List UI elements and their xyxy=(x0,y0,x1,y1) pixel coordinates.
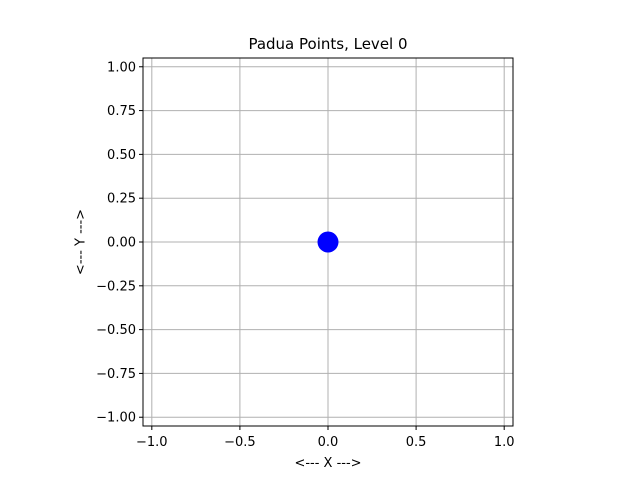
y-tick-label: 0.00 xyxy=(107,236,136,251)
y-tick-label: −0.75 xyxy=(96,367,136,382)
x-tick-label: 0.5 xyxy=(406,435,427,450)
y-tick-label: −1.00 xyxy=(96,411,136,426)
x-tick-label: 1.0 xyxy=(494,435,515,450)
y-tick-label: −0.25 xyxy=(96,279,136,294)
y-tick-label: 0.50 xyxy=(107,148,136,163)
x-axis-label: <--- X ---> xyxy=(294,456,361,471)
y-tick-label: 0.25 xyxy=(107,192,136,207)
y-axis-label: <--- Y ---> xyxy=(74,209,89,275)
x-tick-label: 0.0 xyxy=(318,435,339,450)
axis-ticks: −1.0 −0.5 0.0 0.5 1.0 1.00 0.75 0.50 0.25 0.00 −0.… xyxy=(96,60,514,450)
y-tick-label: 0.75 xyxy=(107,104,136,119)
x-tick-label: −1.0 xyxy=(136,435,168,450)
chart-title: Padua Points, Level 0 xyxy=(248,35,407,53)
data-point xyxy=(317,231,339,253)
y-tick-label: 1.00 xyxy=(107,60,136,75)
x-tick-label: −0.5 xyxy=(224,435,256,450)
y-tick-label: −0.50 xyxy=(96,323,136,338)
data-points xyxy=(317,231,339,253)
